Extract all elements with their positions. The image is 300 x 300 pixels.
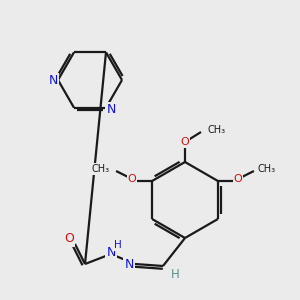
Text: H: H [114,240,122,250]
Text: O: O [181,137,189,147]
Text: CH₃: CH₃ [92,164,110,174]
Text: H: H [171,268,179,281]
Text: O: O [64,232,74,245]
Text: N: N [124,257,134,271]
Text: CH₃: CH₃ [258,164,276,174]
Text: O: O [128,174,136,184]
Text: N: N [106,245,116,259]
Text: N: N [48,74,58,86]
Text: CH₃: CH₃ [207,125,225,135]
Text: N: N [106,103,116,116]
Text: O: O [233,174,242,184]
